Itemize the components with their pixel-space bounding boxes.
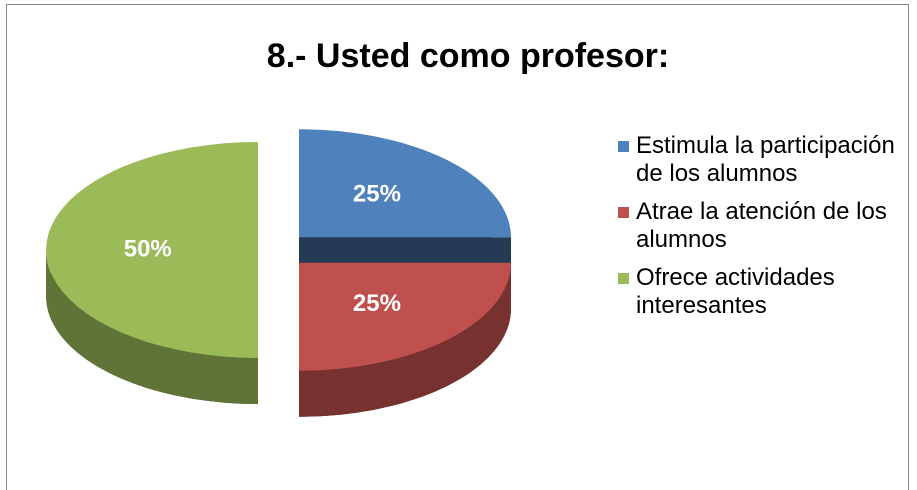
legend-swatch: [618, 207, 629, 218]
data-label: 25%: [353, 181, 401, 208]
slice: [46, 142, 258, 358]
legend: Estimula la participación de los alumnos…: [612, 132, 912, 330]
slice: [299, 129, 511, 238]
legend-item: Ofrece actividades interesantes: [612, 264, 912, 320]
legend-label: Estimula la participación de los alumnos: [636, 132, 895, 187]
legend-label: Atrae la atención de los alumnos: [636, 198, 887, 253]
legend-item: Estimula la participación de los alumnos: [612, 132, 912, 188]
slice-side: [299, 262, 511, 417]
slice: [299, 262, 511, 371]
slice-side: [46, 250, 258, 404]
chart-title: 8.- Usted como profesor:: [267, 37, 669, 75]
legend-swatch: [618, 141, 629, 152]
data-label: 50%: [124, 235, 172, 262]
legend-item: Atrae la atención de los alumnos: [612, 198, 912, 254]
legend-label: Ofrece actividades interesantes: [636, 264, 835, 319]
legend-swatch: [618, 273, 629, 284]
chart-frame: [6, 4, 909, 490]
data-label: 25%: [353, 290, 401, 317]
